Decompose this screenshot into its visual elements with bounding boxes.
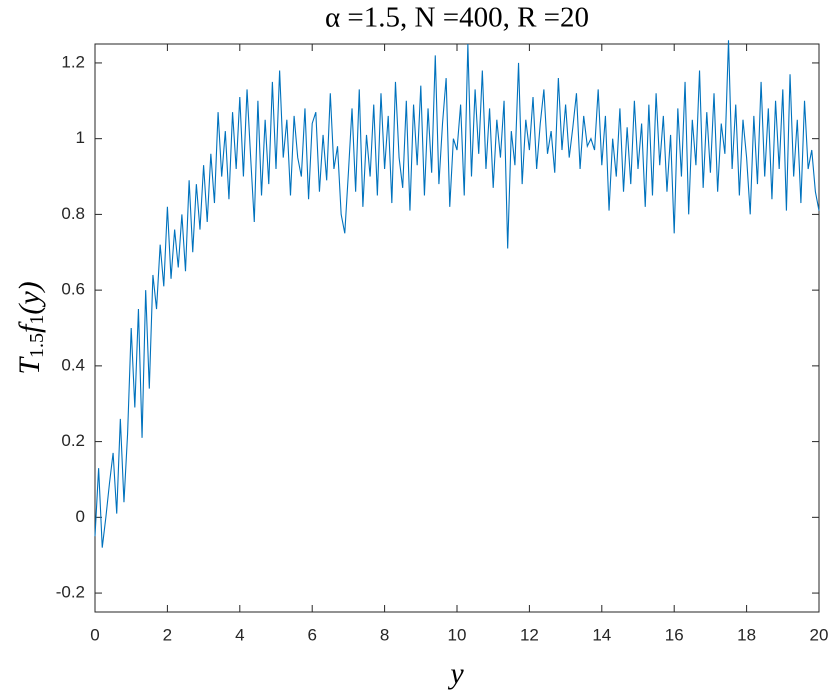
y-label-part: 1.5 (26, 333, 48, 358)
plot-area (94, 43, 820, 613)
x-axis-label: y (447, 657, 464, 690)
x-tick-label: 2 (163, 625, 172, 644)
y-tick-label: 1 (76, 128, 85, 147)
x-tick-label: 4 (235, 625, 244, 644)
chart-title: α =1.5, N =400, R =20 (325, 2, 589, 34)
y-tick-label: 0.8 (61, 204, 85, 223)
y-tick-label: 1.2 (61, 52, 85, 71)
x-tick-label: 8 (380, 625, 389, 644)
x-tick-label: 14 (592, 625, 611, 644)
x-tick-label: 20 (810, 625, 829, 644)
y-label-part: T (13, 356, 46, 375)
y-label-part: (y) (13, 281, 46, 314)
y-axis-label: T1.5f1(y) (13, 281, 48, 374)
y-tick-label: 0.2 (61, 431, 85, 450)
y-tick-label: 0 (76, 507, 85, 526)
data-line (94, 40, 820, 548)
x-tick-label: 10 (448, 625, 467, 644)
x-tick-label: 12 (520, 625, 539, 644)
x-tick-label: 6 (307, 625, 316, 644)
y-tick-label: -0.2 (56, 583, 85, 602)
y-tick-label: 0.6 (61, 280, 85, 299)
x-tick-label: 18 (737, 625, 756, 644)
x-tick-label: 16 (665, 625, 684, 644)
y-tick-label: 0.4 (61, 355, 85, 374)
x-tick-label: 0 (90, 625, 99, 644)
y-label-part: 1 (26, 315, 48, 325)
